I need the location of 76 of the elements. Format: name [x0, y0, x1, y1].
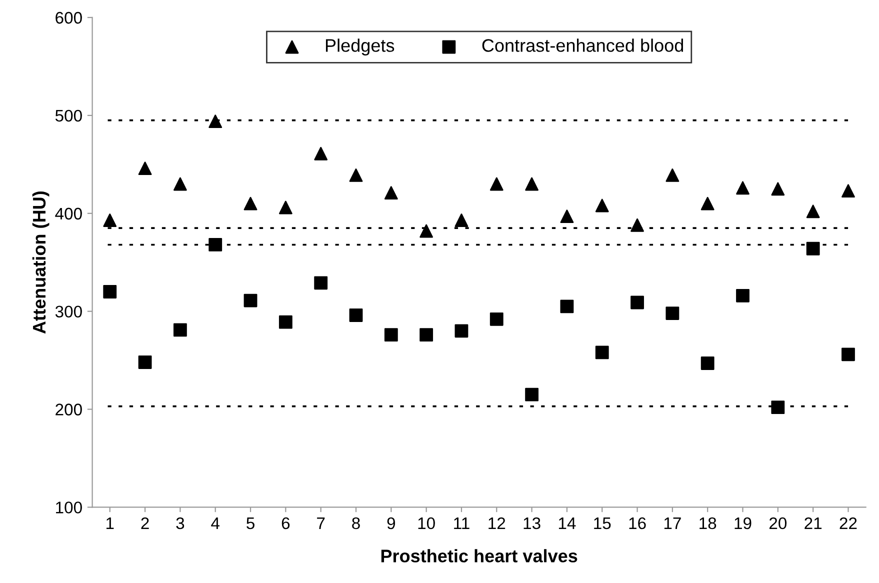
- point: [244, 196, 258, 210]
- point: [700, 196, 714, 210]
- point: [420, 224, 434, 238]
- x-tick-label: 17: [664, 518, 681, 530]
- y-axis-title: Attenuation (HU): [32, 192, 50, 334]
- x-tick-label: 20: [769, 517, 787, 530]
- x-tick-label: 5: [246, 518, 254, 530]
- point: [806, 204, 820, 218]
- point: [630, 218, 644, 232]
- x-tick-label: 13: [524, 517, 540, 530]
- point: [349, 168, 363, 182]
- point: [103, 214, 117, 227]
- point: [525, 388, 539, 402]
- point: [173, 323, 187, 337]
- x-tick-label: 19: [734, 517, 752, 530]
- point: [314, 276, 328, 290]
- point: [525, 177, 539, 191]
- point: [630, 296, 644, 310]
- point: [842, 348, 855, 362]
- x-tick-label: 11: [454, 518, 470, 530]
- point: [454, 214, 468, 227]
- point: [103, 285, 117, 298]
- point: [173, 177, 187, 191]
- y-tick-label: 200: [56, 404, 82, 416]
- x-axis-title: Prosthetic heart valves: [381, 549, 578, 562]
- x-tick-label: 9: [387, 517, 395, 530]
- x-tick-label: 8: [352, 517, 360, 530]
- point: [138, 356, 152, 369]
- point: [208, 238, 222, 252]
- point: [595, 198, 609, 212]
- point: [490, 312, 504, 326]
- point: [208, 114, 222, 128]
- point: [736, 288, 750, 302]
- x-tick-label: 15: [594, 518, 611, 530]
- y-tick-label: 100: [56, 502, 82, 514]
- y-tick-label: 400: [55, 208, 82, 220]
- x-tick-label: 18: [700, 517, 716, 530]
- point: [700, 356, 714, 370]
- x-tick-label: 7: [317, 518, 325, 530]
- point: [771, 400, 785, 414]
- x-tick-label: 6: [282, 517, 290, 530]
- x-tick-label: 4: [211, 518, 220, 530]
- point: [560, 300, 574, 314]
- x-tick-label: 2: [141, 517, 149, 530]
- point: [736, 181, 750, 195]
- point: [138, 162, 152, 176]
- y-tick-label: 500: [55, 110, 82, 122]
- point: [278, 200, 292, 214]
- point: [278, 315, 292, 329]
- point: [666, 168, 680, 182]
- x-tick-label: 12: [488, 517, 506, 530]
- point: [384, 328, 398, 342]
- x-tick-label: 21: [804, 517, 822, 530]
- x-tick-label: 10: [418, 517, 435, 530]
- point: [244, 294, 258, 308]
- point: [666, 306, 680, 320]
- x-tick-label: 22: [840, 517, 857, 530]
- point: [314, 146, 328, 160]
- point: [771, 182, 785, 196]
- point: [806, 242, 820, 256]
- point: [384, 186, 398, 200]
- x-tick-label: 14: [558, 518, 576, 530]
- x-tick-label: 16: [629, 517, 646, 530]
- point: [595, 346, 609, 360]
- legend-label: Contrast-enhanced blood: [482, 38, 684, 52]
- point: [490, 177, 504, 191]
- y-tick-label: 300: [55, 306, 82, 318]
- x-tick-label: 3: [176, 517, 184, 530]
- point: [560, 210, 574, 224]
- legend-label: Pledgets: [326, 38, 394, 56]
- x-tick-label: 1: [106, 518, 114, 530]
- point: [454, 324, 468, 338]
- point: [420, 328, 434, 342]
- y-tick-label: 600: [56, 12, 82, 24]
- point: [349, 308, 363, 322]
- point: [842, 184, 855, 198]
